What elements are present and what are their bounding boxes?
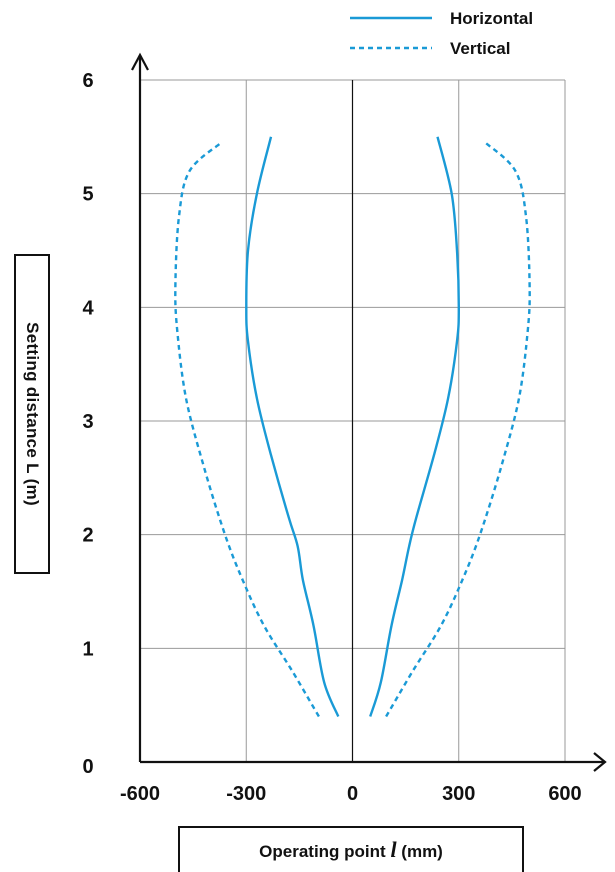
x-axis-label-box: Operating point l (mm) bbox=[178, 826, 524, 872]
legend-label-horizontal: Horizontal bbox=[450, 9, 533, 28]
y-tick-label: 4 bbox=[82, 297, 94, 319]
x-axis-label-unit: (mm) bbox=[396, 842, 443, 861]
y-tick-label: 6 bbox=[82, 70, 93, 92]
x-tick-label: 0 bbox=[347, 783, 358, 805]
x-tick-label: 600 bbox=[548, 783, 581, 805]
y-tick-label: 1 bbox=[82, 638, 93, 660]
x-tick-label: 300 bbox=[442, 783, 475, 805]
legend-label-vertical: Vertical bbox=[450, 39, 511, 58]
series-vertical-left bbox=[174, 141, 320, 718]
x-axis-arrow bbox=[593, 752, 607, 772]
x-tick-label: -600 bbox=[120, 783, 160, 805]
grid bbox=[140, 79, 566, 762]
series-horizontal-left bbox=[245, 136, 340, 717]
series-horizontal-right bbox=[369, 136, 461, 717]
y-axis-label-box: Setting distance L (m) bbox=[14, 254, 50, 574]
tick-labels: -600 -300 0 300 600 0 1 2 3 4 5 6 bbox=[82, 70, 581, 805]
legend: Horizontal Vertical bbox=[350, 9, 533, 58]
y-tick-label: 2 bbox=[82, 525, 93, 547]
axes bbox=[131, 52, 607, 772]
series-vertical-right bbox=[385, 141, 531, 718]
x-axis-label-prefix: Operating point bbox=[259, 842, 391, 861]
y-tick-label: 3 bbox=[82, 411, 93, 433]
x-axis-label-symbol: l bbox=[390, 837, 397, 862]
x-tick-label: -300 bbox=[226, 783, 266, 805]
y-axis-label: Setting distance L (m) bbox=[23, 322, 42, 506]
y-axis-arrow bbox=[131, 52, 149, 71]
curves bbox=[174, 136, 531, 718]
y-tick-label: 5 bbox=[82, 184, 93, 206]
y-tick-label: 0 bbox=[82, 756, 93, 778]
x-axis-label: Operating point l (mm) bbox=[259, 837, 443, 863]
